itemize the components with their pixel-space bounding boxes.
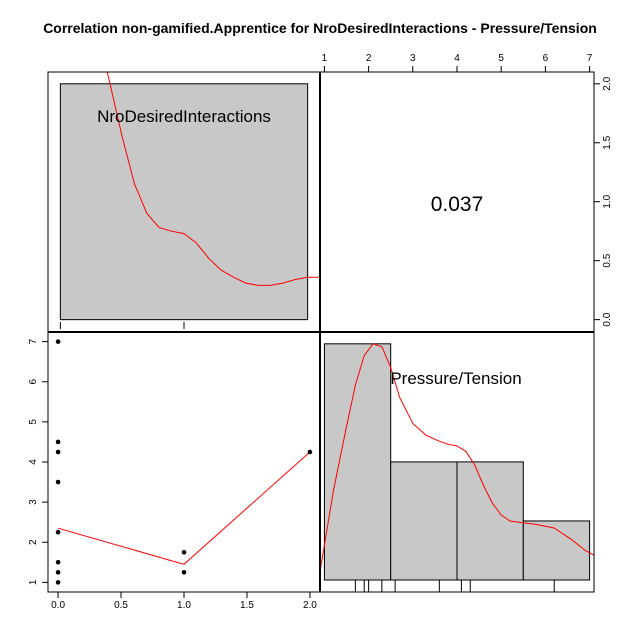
scatter-point-1 [55, 439, 61, 445]
left-axis-label-2: 3 [28, 499, 39, 505]
scatter-point-5 [55, 560, 61, 565]
scatter-smooth-line [57, 451, 311, 565]
hist-bar-1 [390, 461, 458, 581]
left-axis-label-1: 2 [28, 539, 39, 545]
scatter-point-3 [55, 479, 61, 485]
left-axis-label-4: 5 [28, 419, 39, 425]
right-axis-label-1: 0.5 [602, 253, 613, 267]
correlation-value: 0.037 [431, 193, 484, 216]
top-axis-label-6: 7 [587, 53, 593, 64]
bottom-axis-label-0: 0.0 [51, 600, 65, 611]
top-axis-label-1: 2 [366, 53, 372, 64]
scatter-point-2 [55, 449, 61, 455]
scatter-point-0 [55, 339, 61, 344]
scatter-point-8 [181, 549, 187, 555]
top-axis-label-3: 4 [454, 53, 460, 64]
right-axis-label-3: 1.5 [602, 135, 613, 149]
hist-bar-3 [522, 520, 591, 581]
diag-bar-0 [59, 83, 309, 321]
right-axis-label-4: 2.0 [602, 76, 613, 90]
diag-density-curve-1 [106, 72, 320, 286]
left-axis-label-0: 1 [28, 579, 39, 585]
bottom-axis-label-2: 1.0 [177, 600, 191, 611]
left-axis-label-5: 6 [28, 379, 39, 385]
bottom-axis-label-4: 2.0 [303, 600, 317, 611]
top-axis-label-2: 3 [410, 53, 416, 64]
top-axis-label-5: 6 [543, 53, 549, 64]
diag-label-2: Pressure/Tension [390, 369, 521, 388]
scatter-point-10 [307, 449, 313, 455]
chart-title: Correlation non-gamified.Apprentice for … [43, 20, 597, 36]
scatter-point-4 [55, 529, 61, 535]
bottom-axis-label-3: 1.5 [240, 600, 254, 611]
right-axis-label-2: 1.0 [602, 194, 613, 208]
left-axis-label-6: 7 [28, 338, 39, 344]
scatter-point-6 [55, 570, 61, 575]
right-axis-label-0: 0.0 [602, 312, 613, 326]
diag-label-1: NroDesiredInteractions [97, 107, 271, 126]
bottom-axis-label-1: 0.5 [114, 600, 128, 611]
scatter-point-9 [181, 570, 187, 575]
diag-density-curve-2 [320, 343, 594, 572]
top-axis-label-0: 1 [322, 53, 328, 64]
scatter-point-7 [55, 580, 61, 585]
top-axis-label-4: 5 [498, 53, 504, 64]
left-axis-label-3: 4 [28, 459, 39, 465]
